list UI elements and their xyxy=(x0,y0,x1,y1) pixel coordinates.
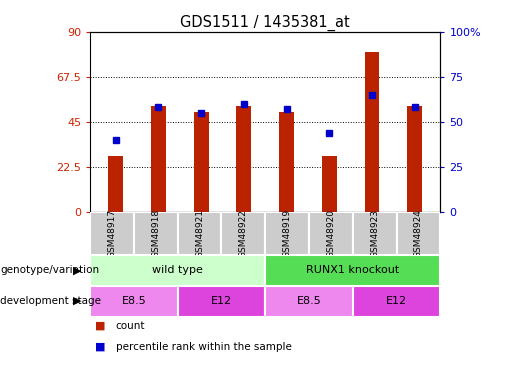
Bar xyxy=(178,212,221,255)
Text: GSM48921: GSM48921 xyxy=(195,209,204,258)
Text: GSM48923: GSM48923 xyxy=(370,209,379,258)
Text: E12: E12 xyxy=(211,296,232,306)
Bar xyxy=(194,112,209,212)
Bar xyxy=(151,106,166,212)
Title: GDS1511 / 1435381_at: GDS1511 / 1435381_at xyxy=(180,14,350,30)
Text: E12: E12 xyxy=(386,296,407,306)
Text: GSM48918: GSM48918 xyxy=(151,209,160,258)
Bar xyxy=(134,212,178,255)
Bar xyxy=(322,156,337,212)
Bar xyxy=(353,286,440,316)
Text: wild type: wild type xyxy=(152,266,203,275)
Text: development stage: development stage xyxy=(0,296,101,306)
Bar xyxy=(279,112,294,212)
Text: ▶: ▶ xyxy=(73,266,81,275)
Bar xyxy=(353,212,397,255)
Bar xyxy=(397,212,440,255)
Text: genotype/variation: genotype/variation xyxy=(0,266,99,275)
Text: GSM48917: GSM48917 xyxy=(108,209,116,258)
Bar xyxy=(90,255,265,286)
Bar xyxy=(309,212,353,255)
Text: GSM48922: GSM48922 xyxy=(239,209,248,258)
Text: GSM48924: GSM48924 xyxy=(414,209,423,258)
Text: count: count xyxy=(116,321,145,331)
Bar xyxy=(90,286,178,316)
Text: ▶: ▶ xyxy=(73,296,81,306)
Bar xyxy=(108,156,123,212)
Bar xyxy=(221,212,265,255)
Bar xyxy=(90,212,134,255)
Text: ■: ■ xyxy=(95,342,106,351)
Text: E8.5: E8.5 xyxy=(297,296,321,306)
Bar xyxy=(236,106,251,212)
Text: RUNX1 knockout: RUNX1 knockout xyxy=(306,266,400,275)
Bar xyxy=(265,286,353,316)
Text: percentile rank within the sample: percentile rank within the sample xyxy=(116,342,292,351)
Bar xyxy=(365,52,380,212)
Bar xyxy=(265,212,309,255)
Text: GSM48919: GSM48919 xyxy=(283,209,291,258)
Bar xyxy=(407,106,422,212)
Text: E8.5: E8.5 xyxy=(122,296,146,306)
Bar xyxy=(178,286,265,316)
Text: ■: ■ xyxy=(95,321,106,331)
Bar xyxy=(265,255,440,286)
Text: GSM48920: GSM48920 xyxy=(327,209,335,258)
